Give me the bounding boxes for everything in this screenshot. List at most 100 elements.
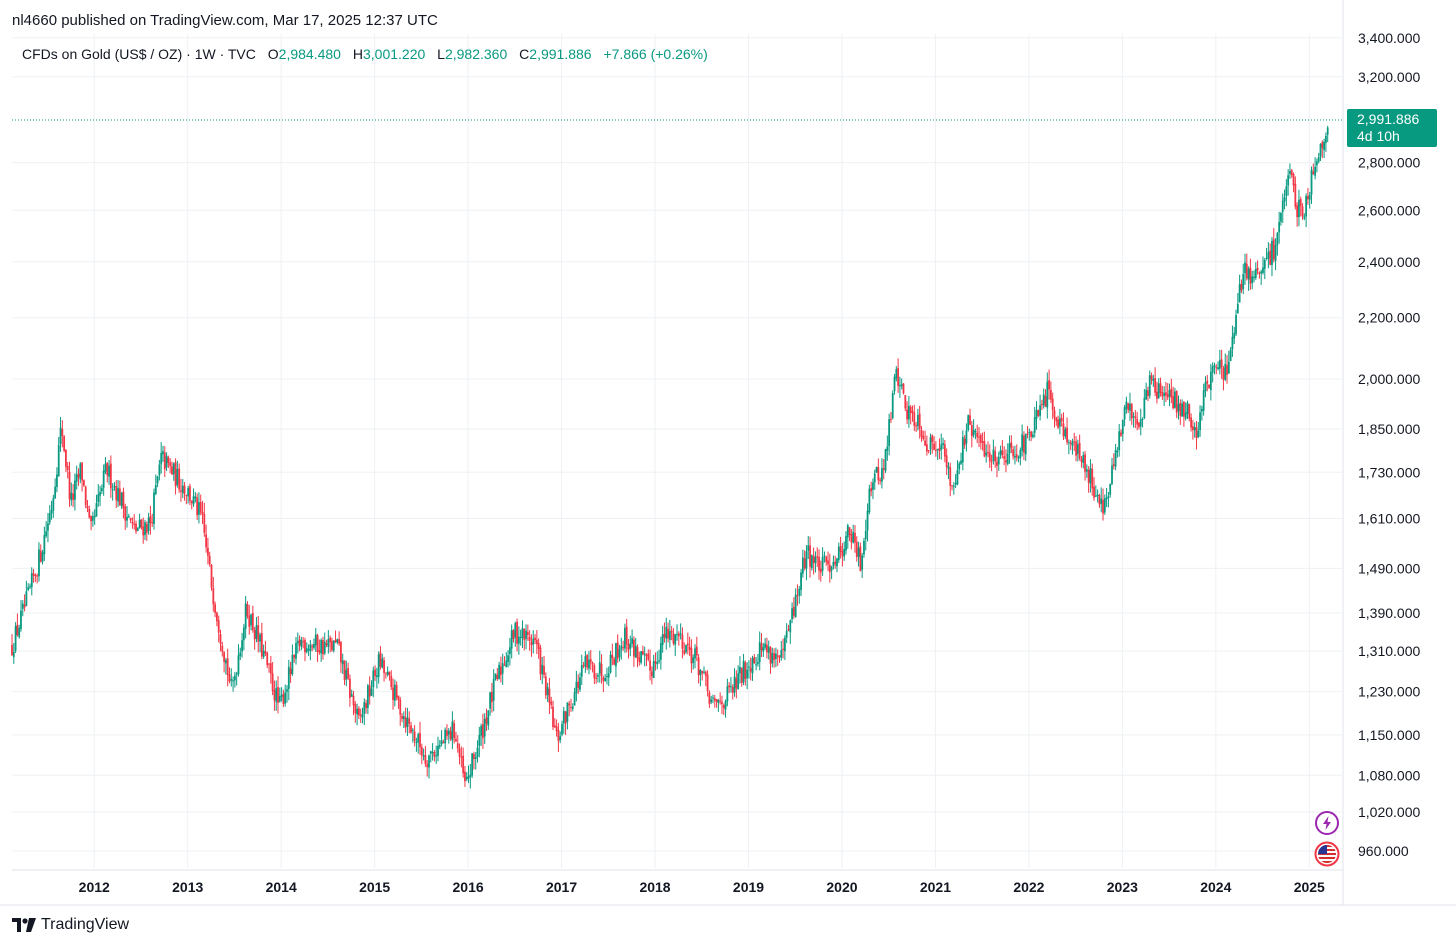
candle-up-body <box>893 376 896 392</box>
candle-up-body <box>845 536 847 551</box>
candle-up-body <box>685 645 687 653</box>
candle-down-body <box>329 637 332 643</box>
year-tick-label: 2023 <box>1107 879 1138 895</box>
candle-up-body <box>1107 496 1110 499</box>
candle-up-body <box>483 718 486 737</box>
candle-down-body <box>715 699 718 702</box>
candle-up-body <box>287 666 290 689</box>
candle-down-body <box>534 637 536 640</box>
candle-up-body <box>361 714 364 718</box>
time-axis[interactable]: 2012 2013 2014 2015 2016 2017 2018 2019 2020 2021… <box>79 879 1325 895</box>
candle-up-body <box>21 603 24 609</box>
candle-down-body <box>1051 398 1054 411</box>
candle-down-body <box>890 418 892 420</box>
candle-up-body <box>230 679 233 681</box>
candle-down-body <box>552 706 554 728</box>
candle-up-body <box>127 516 130 518</box>
candle-down-body <box>828 564 831 573</box>
tradingview-logo[interactable]: TradingView <box>12 914 129 936</box>
candle-down-body <box>221 645 224 652</box>
candles[interactable] <box>11 125 1329 789</box>
candle-down-body <box>203 514 206 533</box>
candle-up-body <box>429 751 432 754</box>
candle-up-body <box>307 649 310 651</box>
candle-up-body <box>1017 457 1020 459</box>
candle-down-body <box>449 731 452 739</box>
candle-down-body <box>632 639 635 657</box>
candle-down-body <box>996 461 998 466</box>
candle-down-body <box>354 704 357 714</box>
candle-up-body <box>668 631 671 640</box>
candle-up-body <box>1262 267 1264 273</box>
candle-down-body <box>131 522 134 524</box>
candle-down-body <box>526 632 529 636</box>
candle-down-body <box>86 506 89 509</box>
candle-up-body <box>438 744 441 747</box>
candle-up-body <box>1096 494 1099 496</box>
candle-down-body <box>298 639 301 646</box>
lightning-event-icon[interactable] <box>1314 810 1340 836</box>
bar-countdown: 4d 10h <box>1357 128 1400 144</box>
candle-up-body <box>154 484 157 494</box>
candle-down-body <box>1093 486 1095 498</box>
last-price-tag: 2,991.886 4d 10h <box>1347 109 1437 147</box>
candle-down-body <box>1062 423 1065 437</box>
candle-down-body <box>1179 402 1182 416</box>
candle-down-body <box>169 462 172 467</box>
candle-down-body <box>264 651 267 654</box>
candle-down-body <box>106 462 109 476</box>
candle-up-body <box>742 660 745 683</box>
candle-down-body <box>251 613 254 631</box>
candle-up-body <box>886 446 889 451</box>
candle-up-body <box>900 384 903 387</box>
candle-up-body <box>1114 450 1117 467</box>
candle-down-body <box>289 668 292 675</box>
candle-up-body <box>873 473 876 483</box>
publisher-line: nl4660 published on TradingView.com, Mar… <box>12 12 438 29</box>
candle-down-body <box>553 725 556 728</box>
candle-down-body <box>304 639 306 653</box>
candle-up-body <box>1109 483 1112 495</box>
candle-down-body <box>205 534 208 548</box>
candle-up-body <box>965 430 968 444</box>
candle-up-body <box>810 555 813 568</box>
price-axis[interactable]: 960.000 1,020.000 1,080.000 1,150.000 1,230.… <box>1358 30 1420 859</box>
candle-up-body <box>1202 390 1205 411</box>
candle-up-body <box>444 729 447 744</box>
candle-up-body <box>478 734 481 746</box>
us-flag-event-icon[interactable] <box>1314 841 1340 867</box>
candle-down-body <box>672 633 675 644</box>
candle-up-body <box>1283 197 1286 202</box>
price-tick-label: 2,400.000 <box>1358 254 1420 270</box>
candle-up-body <box>494 673 497 679</box>
candle-down-body <box>697 657 700 676</box>
candle-up-body <box>1193 427 1196 431</box>
candle-down-body <box>963 438 966 446</box>
candle-up-body <box>1111 465 1113 484</box>
candle-down-body <box>787 629 790 631</box>
year-tick-label: 2022 <box>1013 879 1044 895</box>
candle-down-body <box>1102 499 1104 514</box>
candle-up-body <box>801 557 804 574</box>
candle-down-body <box>816 556 819 558</box>
candle-up-body <box>75 474 78 482</box>
candle-down-body <box>539 647 542 675</box>
candle-up-body <box>618 649 621 658</box>
candle-up-body <box>1033 417 1036 433</box>
candle-down-body <box>945 455 948 467</box>
candle-down-body <box>368 685 371 697</box>
candle-up-body <box>907 405 910 420</box>
candle-down-body <box>1138 422 1140 428</box>
candle-down-body <box>226 658 229 676</box>
symbol-title[interactable]: CFDs on Gold (US$ / OZ) · 1W · TVC <box>22 46 256 62</box>
candle-up-body <box>492 678 495 701</box>
candle-down-body <box>850 534 853 543</box>
candle-down-body <box>190 500 193 503</box>
candle-up-body <box>643 653 646 656</box>
candle-up-body <box>158 464 161 476</box>
candle-down-body <box>641 651 644 655</box>
symbol-legend[interactable]: CFDs on Gold (US$ / OZ) · 1W · TVC O2,98… <box>22 46 708 62</box>
candle-down-body <box>1296 205 1299 218</box>
